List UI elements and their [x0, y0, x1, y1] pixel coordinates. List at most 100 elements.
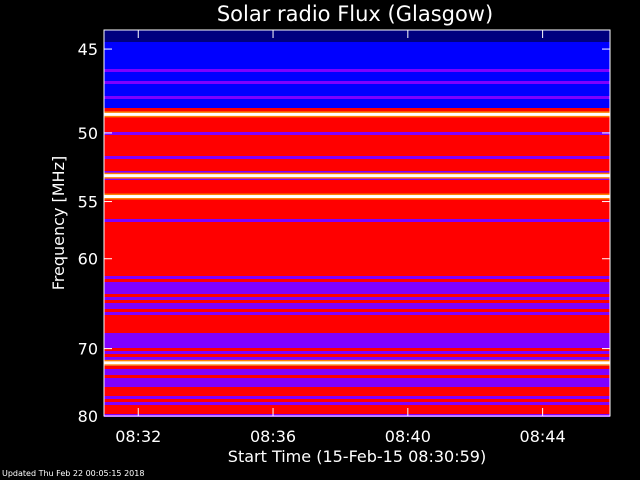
spectrogram-row: [104, 186, 610, 189]
spectrogram-row: [104, 171, 610, 174]
spectrogram-row: [104, 228, 610, 231]
spectrogram-row: [104, 54, 610, 57]
spectrogram-row: [104, 102, 610, 105]
spectrogram-row: [104, 204, 610, 207]
spectrogram-row: [104, 222, 610, 225]
spectrogram-row: [104, 93, 610, 96]
spectrogram-row: [104, 123, 610, 126]
spectrogram-row: [104, 72, 610, 75]
spectrogram-row: [104, 57, 610, 60]
spectrogram-row: [104, 246, 610, 249]
spectrogram-row: [104, 285, 610, 288]
spectrogram-row: [104, 387, 610, 390]
plot-area: [104, 30, 610, 417]
spectrogram-row: [104, 306, 610, 309]
spectrogram-row: [104, 33, 610, 36]
spectrogram-row: [104, 300, 610, 303]
spectrogram-row: [104, 369, 610, 372]
spectrogram-row: [104, 264, 610, 267]
spectrogram-row: [104, 393, 610, 396]
spectrogram-row: [104, 384, 610, 387]
spectrogram-row: [104, 303, 610, 306]
spectrogram-row: [104, 375, 610, 378]
spectrogram-row: [104, 219, 610, 222]
spectrogram-row: [104, 135, 610, 138]
spectrogram-row: [104, 333, 610, 336]
x-tick-label: 08:40: [385, 427, 431, 446]
spectrogram-row: [104, 141, 610, 144]
spectrogram-row: [104, 252, 610, 255]
spectrogram-row: [104, 213, 610, 216]
spectrogram-row: [104, 225, 610, 228]
spectrogram-row: [104, 240, 610, 243]
emission-band-core: [104, 174, 610, 178]
emission-band-core: [104, 361, 610, 365]
spectrogram-row: [104, 249, 610, 252]
spectrogram-row: [104, 45, 610, 48]
spectrogram-row: [104, 87, 610, 90]
spectrogram-row: [104, 312, 610, 315]
spectrogram-row: [104, 138, 610, 141]
spectrogram-row: [104, 159, 610, 162]
y-tick-label: 50: [78, 124, 98, 143]
spectrogram-row: [104, 78, 610, 81]
spectrogram-row: [104, 144, 610, 147]
spectrogram-row: [104, 366, 610, 369]
spectrogram-row: [104, 342, 610, 345]
spectrogram-row: [104, 60, 610, 63]
spectrogram-row: [104, 327, 610, 330]
spectrogram-row: [104, 402, 610, 405]
updated-timestamp: Updated Thu Feb 22 00:05:15 2018: [2, 469, 145, 478]
spectrogram-row: [104, 150, 610, 153]
spectrogram-row: [104, 282, 610, 285]
spectrogram-row: [104, 105, 610, 108]
spectrogram-row: [104, 255, 610, 258]
chart-title: Solar radio Flux (Glasgow): [216, 2, 494, 26]
spectrogram-row: [104, 330, 610, 333]
spectrogram-row: [104, 201, 610, 204]
spectrogram-row: [104, 378, 610, 381]
spectrogram-row: [104, 162, 610, 165]
emission-band-core: [104, 195, 610, 199]
spectrogram-row: [104, 258, 610, 261]
y-tick-label: 70: [78, 340, 98, 359]
spectrogram-row: [104, 117, 610, 120]
spectrogram-row: [104, 291, 610, 294]
spectrogram-row: [104, 216, 610, 219]
spectrogram-row: [104, 390, 610, 393]
spectrogram-row: [104, 42, 610, 45]
spectrogram-row: [104, 132, 610, 135]
spectrogram-row: [104, 324, 610, 327]
spectrogram-row: [104, 345, 610, 348]
spectrogram-row: [104, 279, 610, 282]
y-tick-label: 55: [78, 193, 98, 212]
spectrogram-row: [104, 336, 610, 339]
spectrogram-row: [104, 51, 610, 54]
spectrogram-row: [104, 180, 610, 183]
spectrogram-row: [104, 276, 610, 279]
spectrogram-row: [104, 81, 610, 84]
spectrogram-row: [104, 126, 610, 129]
spectrogram-row: [104, 243, 610, 246]
x-axis-label: Start Time (15-Feb-15 08:30:59): [228, 447, 486, 466]
spectrogram-row: [104, 267, 610, 270]
spectrogram-row: [104, 351, 610, 354]
spectrogram-row: [104, 84, 610, 87]
spectrogram-row: [104, 96, 610, 99]
y-axis-label: Frequency [MHz]: [49, 156, 68, 290]
y-tick-label: 80: [78, 407, 98, 426]
spectrogram-row: [104, 396, 610, 399]
plot-frame: [103, 29, 611, 417]
spectrogram-row: [104, 147, 610, 150]
x-tick-label: 08:36: [250, 427, 296, 446]
x-tick-label: 08:44: [520, 427, 566, 446]
spectrogram-row: [104, 357, 610, 360]
spectrogram-row: [104, 156, 610, 159]
spectrogram-row: [104, 297, 610, 300]
spectrogram-row: [104, 234, 610, 237]
spectrogram-row: [104, 372, 610, 375]
spectrogram-row: [104, 66, 610, 69]
spectrogram-row: [104, 165, 610, 168]
spectrogram-row: [104, 411, 610, 414]
